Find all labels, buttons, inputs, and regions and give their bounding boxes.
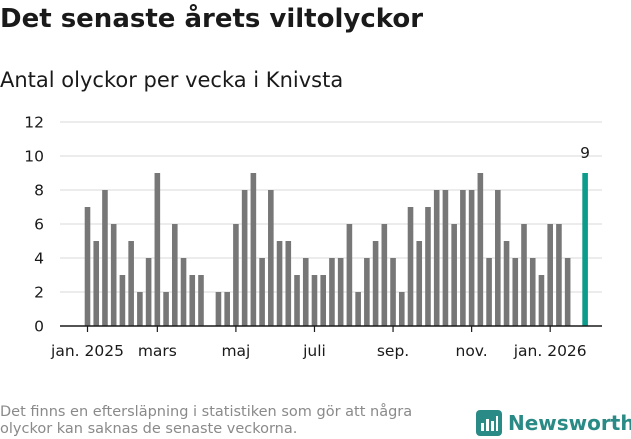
chart-title: Det senaste årets viltolyckor: [0, 4, 424, 34]
footnote: Det finns en eftersläpning i statistiken…: [0, 404, 413, 437]
bar: [381, 224, 388, 326]
x-tick-label: mars: [138, 342, 177, 360]
bar: [250, 173, 257, 326]
bar: [460, 190, 466, 326]
bar: [302, 258, 309, 326]
y-tick-label: 10: [24, 148, 44, 166]
bar: [556, 224, 562, 326]
bar: [259, 258, 265, 326]
bar: [372, 241, 379, 326]
bar: [477, 173, 484, 326]
bar: [425, 207, 431, 326]
x-tick-label: jan. 2026: [513, 342, 587, 360]
bar: [355, 292, 361, 326]
bar: [337, 258, 344, 326]
bar: [241, 190, 248, 326]
bar: [512, 258, 519, 326]
data-label: 9: [580, 144, 590, 162]
bar: [224, 292, 230, 326]
bar: [346, 224, 353, 326]
bar: [128, 241, 134, 326]
x-tick-label: maj: [221, 342, 250, 360]
bar: [329, 258, 335, 326]
chart-subtitle: Antal olyckor per vecka i Knivsta: [0, 68, 344, 92]
bar: [529, 258, 536, 326]
bar: [538, 275, 545, 326]
x-axis-ticks: jan. 2025 mars maj juli sep. nov. jan. 2026: [50, 326, 587, 360]
bar: [320, 275, 327, 326]
bars: [84, 173, 588, 326]
bar-chart-icon: [476, 410, 502, 436]
bar: [137, 292, 143, 326]
bar: [468, 190, 475, 326]
y-tick-label: 12: [24, 114, 44, 132]
y-tick-label: 0: [34, 318, 44, 336]
bar: [119, 275, 126, 326]
bar: [416, 241, 423, 326]
bar: [294, 275, 300, 326]
x-tick-label: juli: [302, 342, 326, 360]
x-tick-label: nov.: [456, 342, 488, 360]
bar: [486, 258, 492, 326]
bar: [198, 275, 204, 326]
bar: [521, 224, 527, 326]
bar: [564, 258, 571, 326]
bar: [233, 224, 239, 326]
data-labels: 9: [580, 144, 590, 162]
bar: [84, 207, 91, 326]
brand-name: Newsworthy: [508, 411, 631, 435]
bar: [110, 224, 117, 326]
bar: [390, 258, 396, 326]
bar: [215, 292, 222, 326]
bar: [180, 258, 187, 326]
y-tick-label: 8: [34, 182, 44, 200]
bar: [93, 241, 100, 326]
bar: [285, 241, 292, 326]
bar: [276, 241, 283, 326]
bar: [102, 190, 108, 326]
bar: [451, 224, 457, 326]
bar: [442, 190, 449, 326]
bar: [145, 258, 152, 326]
bar: [163, 292, 169, 326]
y-axis-ticks: 0 2 4 6 8 10 12: [24, 114, 44, 336]
bar: [154, 173, 161, 326]
bar: [495, 190, 501, 326]
y-tick-label: 2: [34, 284, 44, 302]
bar: [364, 258, 370, 326]
bar: [547, 224, 553, 326]
bar: [398, 292, 405, 326]
x-tick-label: sep.: [377, 342, 409, 360]
bar: [503, 241, 510, 326]
y-tick-label: 6: [34, 216, 44, 234]
bar-highlight: [582, 173, 588, 326]
bar: [407, 207, 414, 326]
brand-logo: Newsworthy: [476, 408, 631, 438]
bar: [311, 275, 318, 326]
x-tick-label: jan. 2025: [50, 342, 124, 360]
bar: [189, 275, 196, 326]
bar: [172, 224, 178, 326]
y-tick-label: 4: [34, 250, 44, 268]
bar: [268, 190, 274, 326]
bar: [433, 190, 440, 326]
